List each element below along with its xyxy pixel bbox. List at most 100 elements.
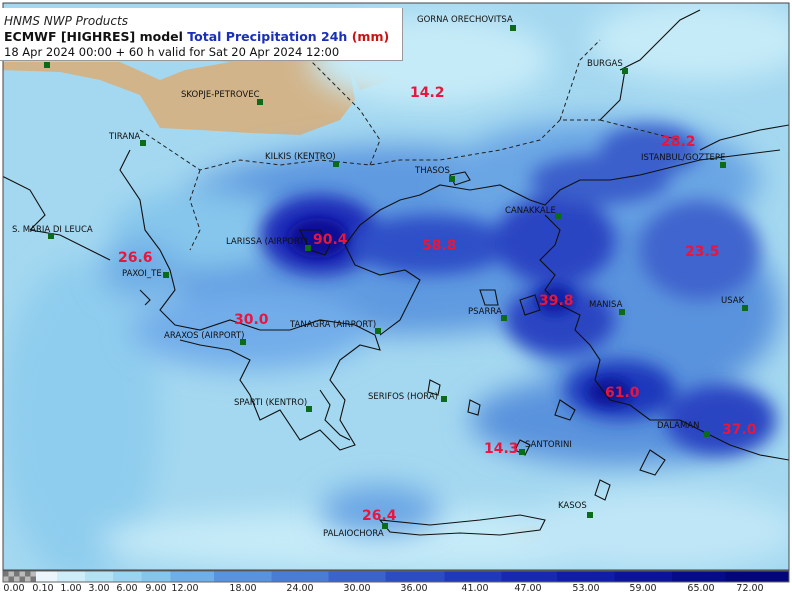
value-label: 23.5 <box>685 244 720 260</box>
city-label: MANISA <box>589 300 623 310</box>
legend-swatch <box>501 571 557 582</box>
value-label: 28.2 <box>661 134 696 150</box>
validity-time: 18 Apr 2024 00:00 + 60 h valid for Sat 2… <box>4 45 340 59</box>
legend-tick-label: 47.00 <box>514 583 542 594</box>
station-marker <box>555 213 561 219</box>
legend-nodata-swatch <box>19 571 25 577</box>
legend-swatch <box>557 571 615 582</box>
variable-unit: (mm) <box>351 29 390 44</box>
legend-swatch <box>725 571 789 582</box>
legend-labels: 0.00 0.10 1.00 3.00 6.00 9.00 12.00 18.00 24.00 3… <box>0 583 792 597</box>
city-label: S. MARIA DI LEUCA <box>12 225 93 235</box>
value-label: 14.3 <box>484 441 519 457</box>
legend-nodata-swatch <box>25 571 31 577</box>
city-label: BURGAS <box>587 59 623 69</box>
station-marker <box>333 161 339 167</box>
legend-swatch <box>36 571 57 582</box>
city-label: TANAGRA (AIRPORT) <box>289 320 376 330</box>
station-marker <box>140 140 146 146</box>
light-precip-layer <box>3 3 789 570</box>
station-marker <box>587 512 593 518</box>
legend-tick-label: 30.00 <box>343 583 371 594</box>
station-marker <box>519 449 525 455</box>
variable-name: Total Precipitation 24h <box>187 29 348 44</box>
heavy-precip-layer <box>260 125 775 455</box>
station-marker <box>622 68 628 74</box>
station-marker <box>720 162 726 168</box>
city-label: PSARRA <box>468 307 502 317</box>
legend-color-bar <box>2 570 790 583</box>
legend-tick-label: 9.00 <box>145 583 167 594</box>
legend-tick-label: 1.00 <box>60 583 82 594</box>
legend-tick-label: 59.00 <box>629 583 657 594</box>
legend-nodata-swatch <box>3 576 9 582</box>
city-label: CANAKKALE <box>505 206 556 216</box>
city-label: PALAIOCHORA <box>323 529 384 539</box>
station-marker <box>619 309 625 315</box>
legend-nodata-swatch <box>19 576 25 582</box>
model-name: ECMWF [HIGHRES] model <box>4 29 183 44</box>
legend-swatch <box>113 571 142 582</box>
legend-tick-label: 36.00 <box>400 583 428 594</box>
city-label: KASOS <box>558 501 587 511</box>
city-label: GORNA ORECHOVITSA <box>417 15 513 25</box>
legend-swatch <box>271 571 329 582</box>
legend-tick-label: 3.00 <box>88 583 110 594</box>
legend-tick-label: 72.00 <box>736 583 764 594</box>
city-label: THASOS <box>414 166 450 176</box>
city-label: SKOPJE-PETROVEC <box>181 90 260 100</box>
legend-nodata-swatch <box>30 576 36 582</box>
value-label: 61.0 <box>605 385 640 401</box>
station-marker <box>441 396 447 402</box>
legend-swatch <box>170 571 214 582</box>
station-marker <box>305 245 311 251</box>
legend-tick-label: 12.00 <box>171 583 199 594</box>
legend-frame <box>2 570 790 583</box>
legend-tick-label: 65.00 <box>687 583 715 594</box>
station-marker <box>449 176 455 182</box>
value-label: 58.8 <box>422 238 457 254</box>
station-marker <box>257 99 263 105</box>
station-marker <box>510 25 516 31</box>
station-marker <box>163 272 169 278</box>
value-label: 26.4 <box>362 508 397 524</box>
legend-swatch <box>85 571 113 582</box>
legend-nodata-swatch <box>25 576 31 582</box>
legend-nodata-swatch <box>14 571 20 577</box>
station-marker <box>501 315 507 321</box>
city-label: LARISSA (AIRPORT) <box>226 237 308 247</box>
value-label: 90.4 <box>313 232 348 248</box>
legend-tick-label: 18.00 <box>229 583 257 594</box>
station-marker <box>306 406 312 412</box>
station-marker <box>44 62 50 68</box>
station-markers <box>44 25 748 529</box>
legend-swatch <box>214 571 272 582</box>
legend-nodata-swatch <box>8 576 14 582</box>
value-label: 26.6 <box>118 250 153 266</box>
value-label: 30.0 <box>234 312 269 328</box>
legend-tick-label: 41.00 <box>461 583 489 594</box>
city-label: SANTORINI <box>525 440 572 450</box>
city-label: DALAMAN <box>657 421 699 431</box>
legend-swatch <box>57 571 85 582</box>
legend-tick-label: 6.00 <box>116 583 138 594</box>
map-frame <box>2 2 790 571</box>
city-label: TIRANA <box>108 132 140 142</box>
max-value-labels: 14.2 28.2 90.4 58.8 23.5 26.6 39.8 30.0 … <box>118 85 757 524</box>
legend-nodata-swatch <box>8 571 14 577</box>
legend-tick-label: 24.00 <box>286 583 314 594</box>
value-label: 37.0 <box>722 422 757 438</box>
city-label: ISTANBUL/GOZTEPE <box>641 153 725 163</box>
station-marker <box>375 328 381 334</box>
legend-swatch <box>614 571 672 582</box>
legend-tick-label: 0.00 <box>3 583 25 594</box>
legend-nodata-swatch <box>3 571 9 577</box>
legend-tick-label: 0.10 <box>32 583 54 594</box>
legend-swatch <box>328 571 386 582</box>
product-title: ECMWF [HIGHRES] model Total Precipitatio… <box>4 29 389 44</box>
country-borders <box>139 39 681 251</box>
legend-swatch <box>672 571 726 582</box>
station-marker <box>48 233 54 239</box>
station-marker <box>742 305 748 311</box>
